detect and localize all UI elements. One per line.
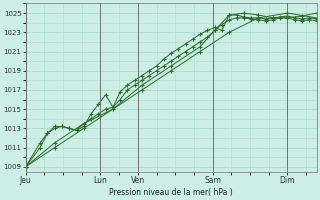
- X-axis label: Pression niveau de la mer( hPa ): Pression niveau de la mer( hPa ): [109, 188, 233, 197]
